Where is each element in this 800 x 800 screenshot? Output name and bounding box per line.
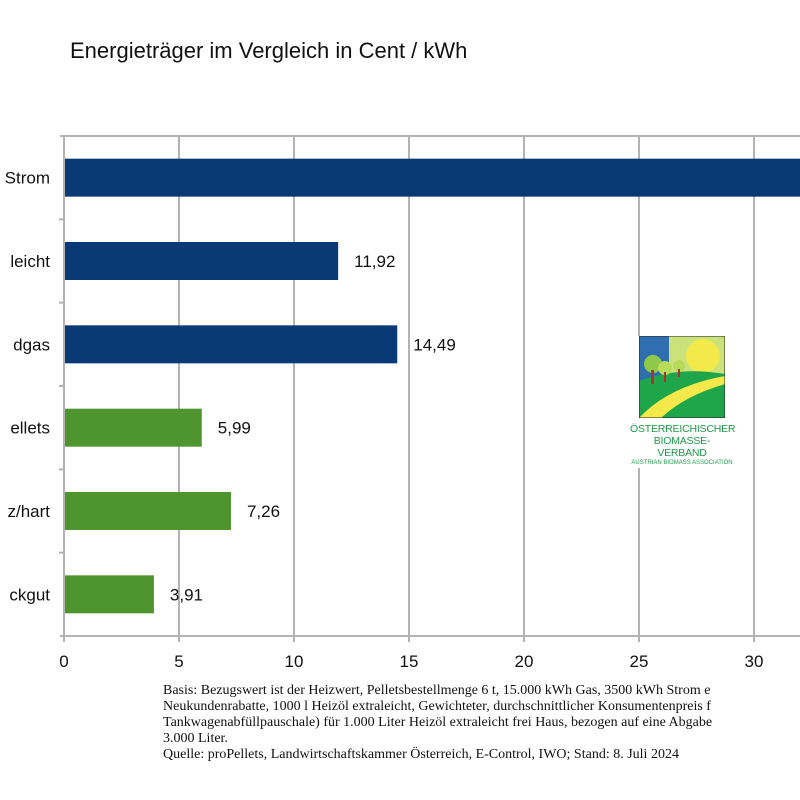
category-label: Strom <box>5 169 50 188</box>
logo-line3: Austrian Biomass Association <box>631 460 733 466</box>
bar <box>64 158 800 197</box>
data-label: 5,99 <box>218 419 251 438</box>
bar <box>64 492 231 530</box>
footnote-line: Neukundenrabatte, 1000 l Heizöl extralei… <box>163 699 711 714</box>
category-label: dgas <box>13 335 50 354</box>
data-label: 7,26 <box>247 502 280 521</box>
logo-line2: Biomasse-Verband <box>653 435 711 459</box>
footnote-line: Basis: Bezugswert ist der Heizwert, Pell… <box>163 683 711 698</box>
logo-line1: Österreichischer <box>630 423 736 435</box>
x-tick-label: 15 <box>400 652 419 671</box>
biomasse-verband-logo: Österreichischer Biomasse-Verband Austri… <box>630 335 736 468</box>
data-label: 14,49 <box>413 335 456 354</box>
category-label: leicht <box>10 252 50 271</box>
category-label: ckgut <box>9 585 50 604</box>
footnote-line: 3.000 Liter. <box>163 731 228 746</box>
category-label: ellets <box>10 419 50 438</box>
x-tick-label: 10 <box>285 652 304 671</box>
x-tick-label: 0 <box>59 652 68 671</box>
bar <box>64 408 202 447</box>
bar <box>64 242 339 280</box>
footnote-source: Quelle: proPellets, Landwirtschaftskamme… <box>163 747 679 762</box>
data-label: 3,91 <box>170 585 203 604</box>
logo-landscape-icon <box>638 335 726 419</box>
x-tick-label: 25 <box>630 652 649 671</box>
chart-title: Energieträger im Vergleich in Cent / kWh <box>70 38 468 63</box>
bar-chart: 0 5 10 15 20 25 30 Strom leicht 11,92 dgas 14,49 ell… <box>5 135 800 671</box>
category-label: z/hart <box>7 502 50 521</box>
footnote-line: Tankwagenabfüllpauschale) für 1.000 Lite… <box>163 715 713 730</box>
bar <box>64 575 154 614</box>
data-label: 11,92 <box>354 252 395 271</box>
footnote: Basis: Bezugswert ist der Heizwert, Pell… <box>163 683 800 763</box>
x-tick-label: 5 <box>174 652 183 671</box>
x-tick-label: 20 <box>515 652 534 671</box>
bar <box>64 325 398 364</box>
x-tick-label: 30 <box>745 652 764 671</box>
